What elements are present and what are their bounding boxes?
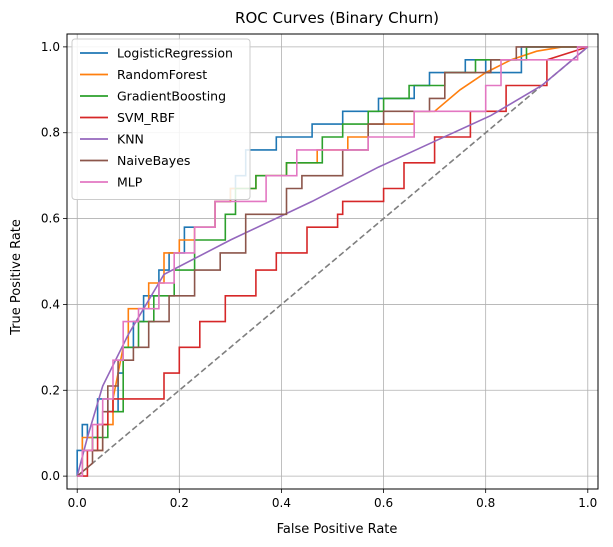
chart-title: ROC Curves (Binary Churn) bbox=[235, 9, 439, 27]
legend-box bbox=[71, 38, 251, 200]
legend-label: MLP bbox=[117, 175, 143, 190]
x-axis-label: False Positive Rate bbox=[277, 522, 398, 537]
legend-label: LogisticRegression bbox=[117, 46, 233, 61]
plot-frame bbox=[66, 33, 599, 490]
series-line-mlp bbox=[77, 46, 588, 477]
y-tick-label: 0.8 bbox=[41, 126, 60, 140]
grid bbox=[67, 34, 598, 489]
legend-label: NaiveBayes bbox=[117, 153, 190, 168]
x-tick-label: 1.0 bbox=[578, 496, 597, 510]
x-tick-label: 0.4 bbox=[272, 496, 291, 510]
y-tick-label: 0.6 bbox=[41, 212, 60, 226]
y-tick-label: 0.0 bbox=[41, 469, 60, 483]
y-axis-ticks: 0.0 0.2 0.4 0.6 0.8 1.0 bbox=[41, 40, 67, 483]
x-axis-ticks: 0.0 0.2 0.4 0.6 0.8 1.0 bbox=[68, 489, 597, 510]
x-tick-label: 0.8 bbox=[476, 496, 495, 510]
y-tick-label: 0.4 bbox=[41, 297, 60, 311]
y-tick-label: 1.0 bbox=[41, 40, 60, 54]
series-line-knn bbox=[76, 46, 589, 477]
y-tick-label: 0.2 bbox=[41, 383, 60, 397]
legend-label: GradientBoosting bbox=[117, 89, 226, 104]
diagonal-reference bbox=[76, 46, 589, 477]
series-line-svm-rbf bbox=[77, 46, 589, 477]
legend-label: RandomForest bbox=[117, 67, 207, 82]
legend: LogisticRegression RandomForest GradientBo… bbox=[71, 38, 251, 200]
x-tick-label: 0.0 bbox=[68, 496, 87, 510]
y-axis-label: True Positive Rate bbox=[9, 219, 24, 336]
legend-label: KNN bbox=[117, 132, 144, 147]
x-tick-label: 0.2 bbox=[170, 496, 189, 510]
diagonal-line bbox=[76, 46, 589, 477]
x-tick-label: 0.6 bbox=[374, 496, 393, 510]
legend-label: SVM_RBF bbox=[117, 110, 175, 125]
